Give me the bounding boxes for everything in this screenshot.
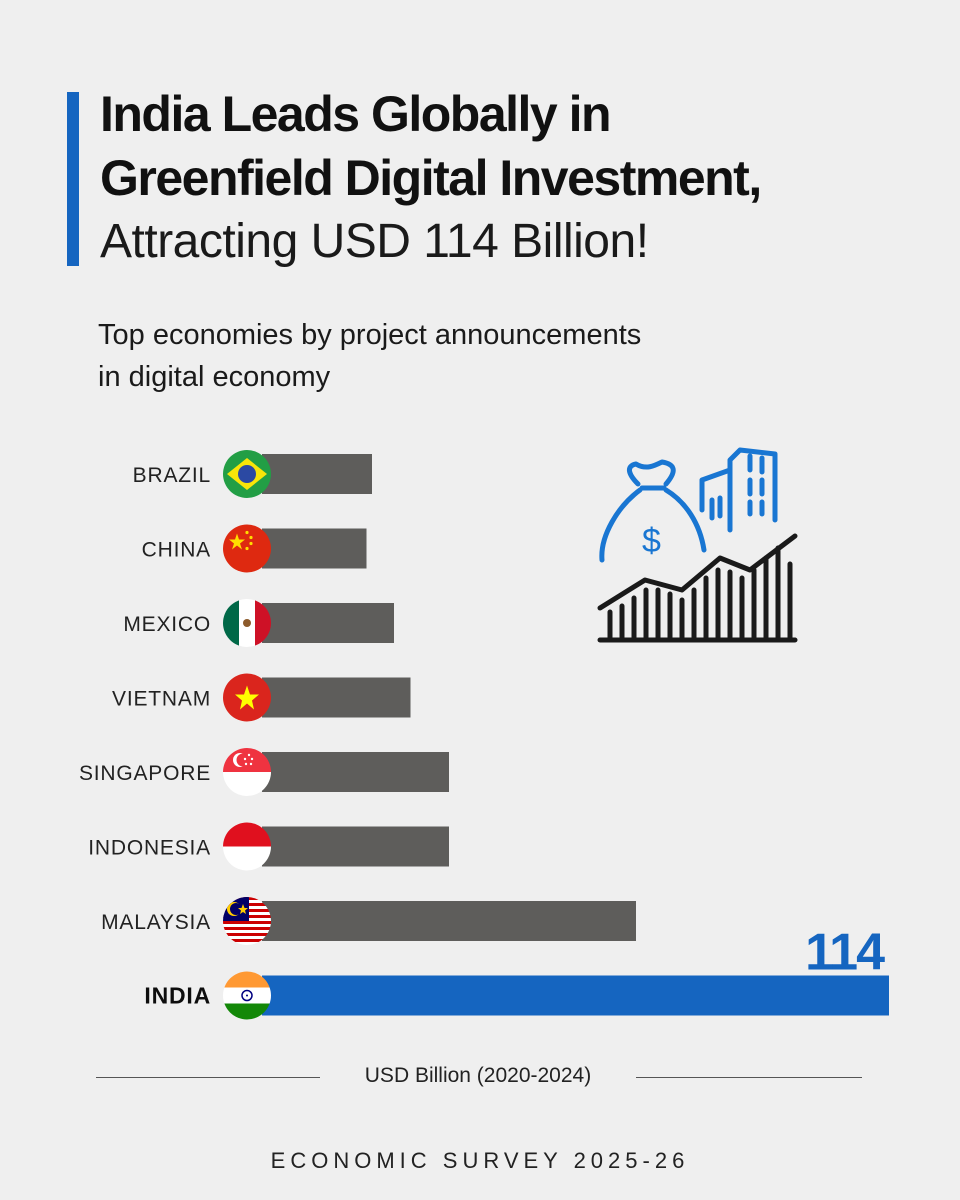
investment-illustration-icon: $ <box>597 447 798 643</box>
category-label-singapore: SINGAPORE <box>79 762 211 785</box>
category-label-brazil: BRAZIL <box>133 464 211 487</box>
axis-rule-left <box>96 1077 320 1078</box>
axis-rule-right <box>636 1077 862 1078</box>
title-line-1: India Leads Globally in <box>100 86 612 142</box>
flag-indonesia-icon <box>223 822 271 871</box>
x-axis-label: USD Billion (2020-2024) <box>364 1064 592 1087</box>
bar-mexico <box>262 603 394 643</box>
category-label-vietnam: VIETNAM <box>112 688 211 711</box>
value-label-india: 114 <box>805 924 885 982</box>
bar-indonesia <box>262 826 449 867</box>
bar-brazil <box>262 454 372 494</box>
flag-india-icon <box>223 971 271 1020</box>
title-line-2: Greenfield Digital Investment, <box>100 150 762 206</box>
bar-chart: BRAZIL CHINA MEXICO VIETNAM SINGAPORE INDONES… <box>79 450 889 1020</box>
source-footer: ECONOMIC SURVEY 2025-26 <box>270 1148 690 1173</box>
svg-text:$: $ <box>642 522 661 560</box>
category-label-india: INDIA <box>144 983 211 1009</box>
subtitle-line-1: Top economies by project announcements <box>98 319 642 351</box>
category-label-china: CHINA <box>142 539 211 562</box>
flag-brazil-icon <box>223 450 271 498</box>
bar-singapore <box>262 752 449 792</box>
title-line-3: Attracting USD 114 Billion! <box>100 215 649 268</box>
bar-india <box>262 975 889 1016</box>
flag-singapore-icon <box>223 748 271 796</box>
flag-china-icon <box>223 524 271 573</box>
flag-mexico-icon <box>223 599 271 647</box>
page-title: India Leads Globally in Greenfield Digit… <box>100 82 940 274</box>
category-label-mexico: MEXICO <box>123 613 211 636</box>
chart-subtitle: Top economies by project announcements i… <box>98 314 798 398</box>
bar-malaysia <box>262 901 636 941</box>
title-accent-bar <box>67 92 79 266</box>
flag-malaysia-icon <box>223 897 271 945</box>
category-label-indonesia: INDONESIA <box>88 837 211 860</box>
bar-china <box>262 528 367 569</box>
flag-vietnam-icon <box>223 673 271 722</box>
subtitle-line-2: in digital economy <box>98 361 331 393</box>
category-label-malaysia: MALAYSIA <box>101 911 211 934</box>
bar-vietnam <box>262 677 411 718</box>
